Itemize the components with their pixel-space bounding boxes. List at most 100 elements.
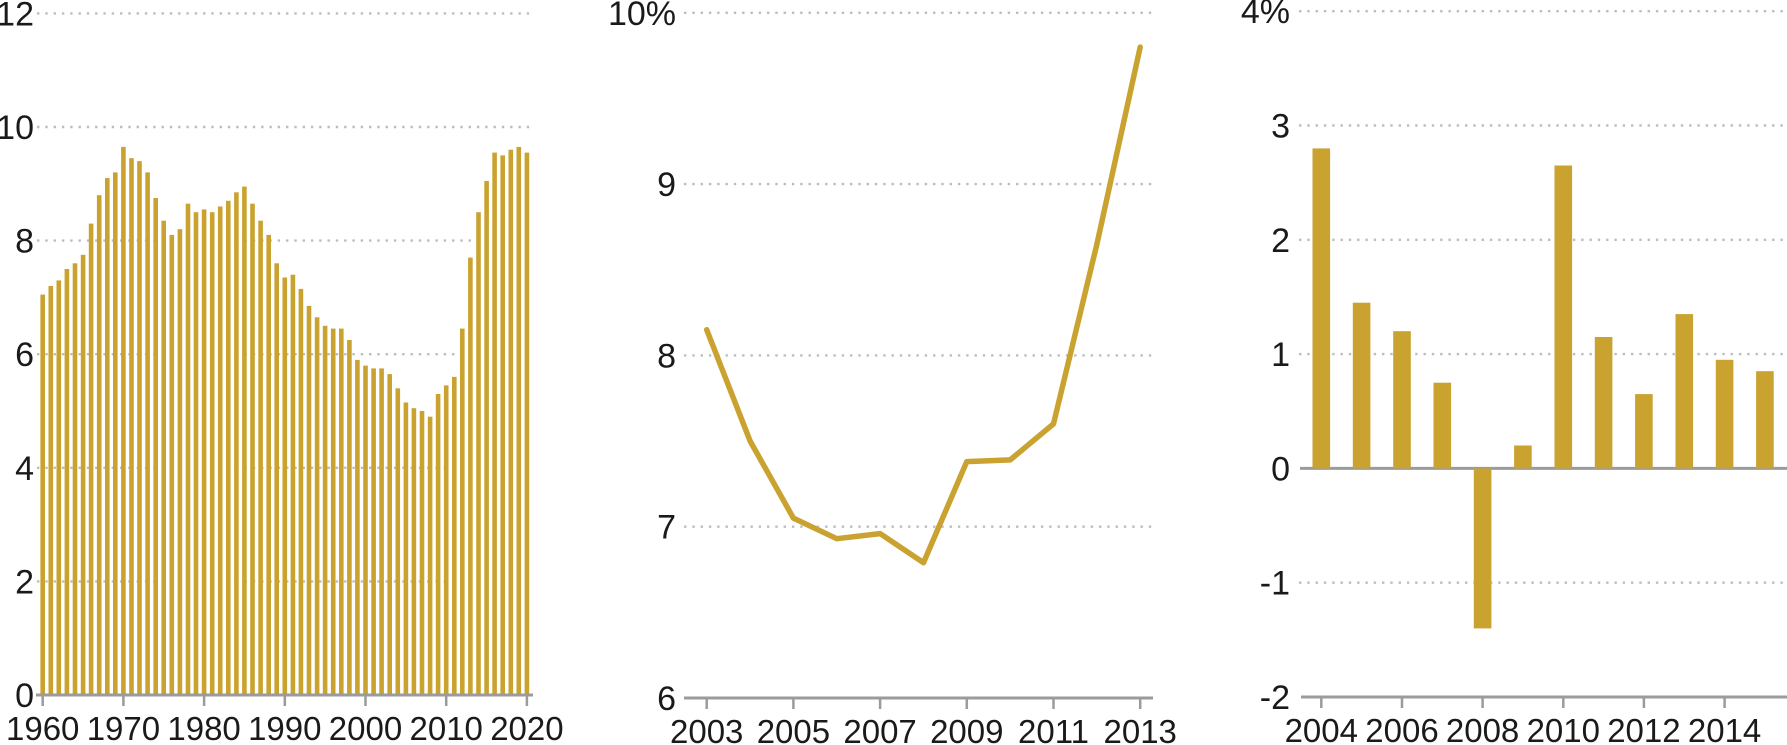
y-axis-label: 4% [1241,0,1290,31]
y-axis-label: 10% [608,0,676,33]
x-axis-label: 2006 [1365,712,1438,745]
bar-1972 [137,161,142,696]
bar-2018 [508,149,514,695]
x-axis-label: 2010 [1527,712,1600,745]
x-axis-label: 2011 [1018,713,1089,745]
bar-2004 [1312,148,1331,469]
bar-2007 [419,411,425,695]
bar-1995 [322,325,328,695]
bar-1968 [105,178,110,696]
x-axis-label: 2005 [757,713,830,745]
bar-1989 [274,263,279,695]
bar-2002 [379,368,384,695]
bar-2008 [427,416,433,695]
x-axis-label: 2004 [1285,712,1358,745]
bar-1971 [129,158,134,695]
bar-2017 [500,155,505,695]
bar-2015 [1756,371,1774,469]
bar-1979 [193,212,199,695]
bar-2011 [1594,337,1613,469]
bar-2014 [1715,359,1734,469]
y-axis-label: 3 [1271,108,1290,146]
bar-1970 [121,146,126,695]
bar-2001 [371,368,376,695]
bar-2015 [484,181,489,695]
bar-1980 [201,209,207,695]
bar-2005 [403,402,409,695]
bar-1987 [258,220,263,695]
bar-1964 [72,263,78,695]
bar-1994 [314,317,320,695]
bar-2016 [492,152,497,696]
x-axis-label: 2020 [490,710,563,745]
y-axis-label: 1 [1271,336,1290,374]
bar-1985 [242,186,247,695]
y-axis-label: 9 [657,166,676,204]
x-axis-label: 2012 [1607,712,1680,745]
bar-2007 [1433,382,1452,469]
bar-2012 [460,328,465,695]
bar-2004 [395,388,401,695]
chart-3-growth-bars-2004-2015: 2004 2006 2008 2010 2012 2014 -2 -1 0 1 2 3 4% [1241,0,1787,745]
bar-2000 [363,365,368,695]
bar-1992 [298,288,304,695]
bar-2011 [452,376,457,695]
bar-1993 [306,305,312,695]
y-axis-label: 0 [15,677,34,715]
bar-1986 [250,203,255,695]
x-axis-label: 2003 [670,713,743,745]
bar-1984 [234,192,239,696]
bar-1973 [145,172,150,695]
y-axis-label: 6 [15,336,34,374]
bar-2019 [516,146,522,695]
bar-2005 [1352,302,1371,469]
chart-1-annual-bars-1960-2020: 1960 1970 1980 1990 2000 2010 2020 0 2 4 6 8 10 12 [0,0,564,745]
bar-1977 [177,229,183,695]
bar-1996 [330,328,336,695]
bar-2006 [1393,331,1411,469]
y-axis-label: 8 [15,223,34,261]
y-axis-label: -1 [1260,565,1290,603]
bar-1988 [266,234,271,695]
bar-1998 [347,340,352,695]
bar-1991 [290,274,296,695]
bar-1961 [48,286,54,695]
bar-1962 [56,280,62,695]
x-axis-label: 1970 [87,710,160,745]
chart-2-rate-line-2003-2013: 2003 2005 2007 2009 2011 2013 6 7 8 9 10% [608,0,1177,745]
x-axis-label: 2013 [1103,713,1176,745]
bar-2009 [435,394,441,695]
bar-1999 [355,359,360,695]
bar-2010 [1554,165,1573,469]
x-axis-label: 2000 [329,710,402,745]
y-axis-label: 12 [0,0,34,33]
x-axis-label: 2014 [1688,712,1761,745]
bar-1966 [88,223,94,695]
bar-2010 [443,385,449,695]
y-axis-label: 2 [15,563,34,601]
bar-2006 [411,408,417,695]
bar-2009 [1514,445,1532,469]
bar-1975 [161,220,166,695]
x-axis-label: 1980 [167,710,240,745]
y-axis-label: 2 [1271,222,1290,260]
bar-1981 [209,212,215,695]
bar-2014 [476,212,481,695]
x-axis-label: 2009 [930,713,1003,745]
bar-2012 [1635,394,1653,469]
y-axis-label: 7 [657,509,676,547]
y-axis-label: 8 [657,337,676,375]
y-axis-label: 4 [15,450,34,488]
bar-1965 [80,254,86,696]
bar-1974 [153,198,158,695]
bar-1997 [339,328,344,695]
bar-2008 [1473,468,1492,629]
bar-2013 [1675,314,1694,469]
y-axis-label: 6 [657,680,676,718]
y-axis-label: -2 [1260,679,1290,717]
line-path [703,44,1143,566]
bar-1978 [185,203,191,695]
y-axis-label: 0 [1271,450,1290,488]
